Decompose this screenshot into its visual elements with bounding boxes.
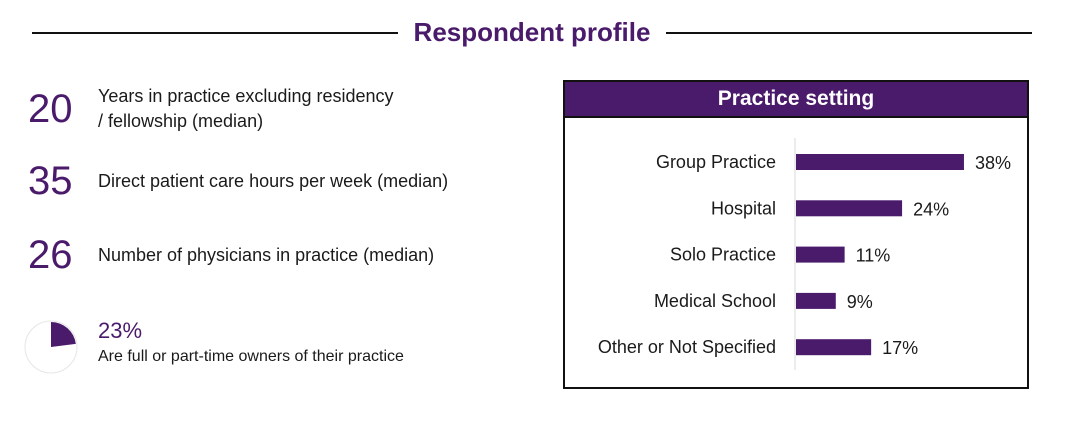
ownership-pie [24, 320, 78, 374]
stat-physicians: 26 Number of physicians in practice (med… [28, 233, 434, 278]
data-label: 9% [847, 292, 873, 312]
bar [796, 292, 836, 309]
chart-title: Practice setting [565, 82, 1027, 118]
category-label: Medical School [654, 291, 776, 311]
divider [666, 32, 1032, 34]
ownership-label: Are full or part-time owners of their pr… [98, 348, 404, 365]
section-header: Respondent profile [32, 14, 1032, 54]
bar [796, 246, 845, 263]
bar [796, 200, 903, 217]
stat-label: Number of physicians in practice (median… [98, 245, 435, 265]
ownership-stat: 23% Are full or part-time owners of thei… [24, 318, 404, 379]
bar-chart: Group Practice 38% Hospital 24% Solo Practic… [598, 138, 1011, 370]
data-label: 11% [856, 246, 891, 266]
practice-setting-chart: Practice setting Group Practice 38% Hospit… [563, 80, 1029, 389]
ownership-value: 23% [98, 318, 143, 343]
page-title: Respondent profile [413, 17, 651, 47]
category-label: Group Practice [656, 152, 776, 172]
stat-years: 20 Years in practice excluding residency… [28, 84, 394, 134]
stat-hours: 35 Direct patient care hours per week (m… [28, 159, 448, 204]
stat-value: 26 [28, 233, 73, 277]
data-label: 38% [975, 153, 1011, 173]
category-label: Solo Practice [670, 245, 776, 265]
data-label: 17% [882, 338, 918, 358]
bar [796, 339, 872, 356]
divider [32, 32, 398, 34]
stat-label: Direct patient care hours per week (medi… [98, 171, 449, 191]
data-label: 24% [913, 199, 949, 219]
stat-label: Years in practice excluding residency / f… [98, 86, 394, 131]
stat-value: 20 [28, 86, 73, 131]
category-label: Hospital [711, 198, 776, 218]
category-label: Other or Not Specified [598, 337, 776, 357]
bar [796, 154, 964, 170]
stat-value: 35 [28, 159, 73, 203]
pie-slice [51, 322, 76, 347]
